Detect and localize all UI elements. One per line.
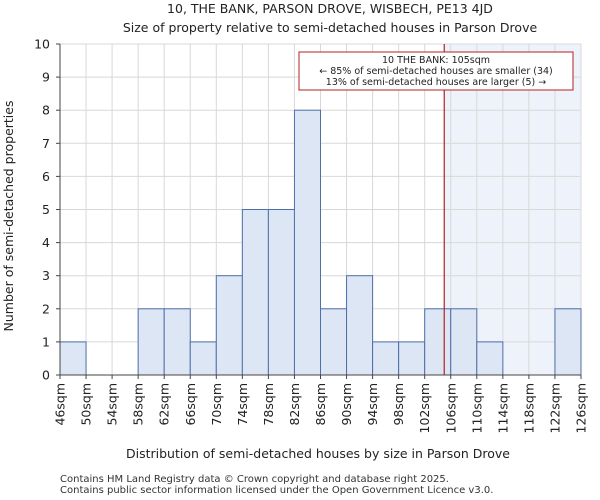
y-tick-label: 8 [42, 103, 50, 118]
histogram-bar [163, 308, 191, 376]
annotation-line: ← 85% of semi-detached houses are smalle… [319, 66, 553, 77]
annotation-line: 10 THE BANK: 105sqm [382, 55, 490, 66]
histogram-bar [346, 275, 374, 376]
x-tick-label: 94sqm [365, 383, 380, 426]
x-tick-label: 110sqm [469, 383, 484, 433]
histogram-bar [554, 308, 582, 376]
x-tick-label: 74sqm [235, 383, 250, 426]
x-tick-label: 126sqm [574, 383, 589, 433]
histogram-bar [59, 341, 87, 376]
y-tick-label: 9 [42, 70, 50, 85]
x-tick-label: 106sqm [443, 383, 458, 433]
x-tick-label: 118sqm [521, 383, 536, 433]
histogram-bar [293, 109, 322, 376]
y-tick-label: 5 [42, 202, 50, 217]
y-tick-label: 10 [34, 37, 50, 52]
histogram-bar [267, 209, 295, 376]
annotation-box [298, 51, 574, 91]
histogram-bar [241, 209, 269, 376]
footer-licence-line: Contains public sector information licen… [60, 485, 494, 496]
y-tick-label: 2 [42, 301, 50, 316]
x-tick-label: 90sqm [339, 383, 354, 426]
histogram-bar [476, 341, 504, 376]
histogram-bar [398, 341, 426, 376]
histogram-bar [372, 341, 400, 376]
x-tick-label: 78sqm [261, 383, 276, 426]
histogram-bar [320, 308, 348, 376]
x-tick-label: 114sqm [495, 383, 510, 433]
histogram-bar [424, 308, 452, 376]
x-tick-label: 46sqm [53, 383, 68, 426]
histogram-bar [189, 341, 217, 376]
histogram-bar [215, 275, 243, 376]
x-tick-label: 98sqm [391, 383, 406, 426]
y-axis-label: Number of semi-detached properties [1, 101, 16, 332]
x-tick-label: 54sqm [105, 383, 120, 426]
x-tick-label: 82sqm [287, 383, 302, 426]
x-tick-label: 122sqm [547, 383, 562, 433]
footer-copyright-line: Contains HM Land Registry data © Crown c… [60, 474, 449, 485]
x-tick-label: 66sqm [183, 383, 198, 426]
chart-title: 10, THE BANK, PARSON DROVE, WISBECH, PE1… [167, 1, 493, 16]
y-tick-label: 3 [42, 268, 50, 283]
chart-subtitle: Size of property relative to semi-detach… [123, 20, 538, 35]
x-tick-label: 62sqm [157, 383, 172, 426]
y-tick-label: 7 [42, 136, 50, 151]
x-tick-label: 102sqm [417, 383, 432, 433]
y-tick-label: 6 [42, 169, 50, 184]
annotation-line: 13% of semi-detached houses are larger (… [326, 77, 546, 88]
histogram-bar [450, 308, 478, 376]
y-tick-label: 1 [42, 334, 50, 349]
y-tick-label: 4 [42, 235, 50, 250]
x-tick-label: 70sqm [209, 383, 224, 426]
y-tick-label: 0 [42, 368, 50, 383]
x-tick-label: 58sqm [131, 383, 146, 426]
x-tick-label: 86sqm [313, 383, 328, 426]
x-axis-label: Distribution of semi-detached houses by … [126, 446, 510, 461]
x-tick-label: 50sqm [79, 383, 94, 426]
histogram-bar [137, 308, 165, 376]
